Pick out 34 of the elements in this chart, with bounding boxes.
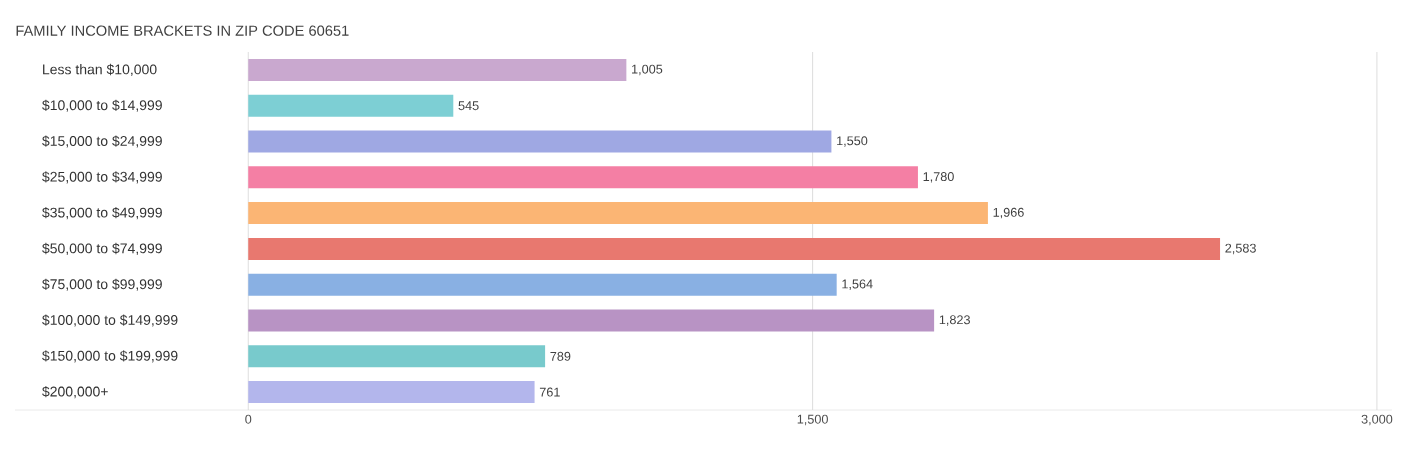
data-label: 1,966 — [993, 207, 1024, 219]
data-label: 2,583 — [1225, 243, 1256, 255]
data-label: 1,780 — [923, 172, 954, 183]
y-tick-label: Less than $10,000 — [43, 63, 157, 76]
bar — [248, 130, 832, 153]
bar — [248, 309, 935, 332]
bar — [248, 381, 535, 404]
x-tick-label: 1,500 — [797, 414, 828, 426]
bar — [248, 345, 546, 368]
data-label: 545 — [458, 101, 479, 111]
y-tick-label: $50,000 to $74,999 — [42, 242, 162, 255]
x-tick-label: 0 — [245, 414, 252, 424]
y-tick-label: $100,000 to $149,999 — [42, 314, 178, 327]
data-label: 1,564 — [842, 279, 873, 290]
y-tick-label: $200,000+ — [42, 386, 108, 399]
bar — [248, 166, 918, 189]
y-tick-label: $15,000 to $24,999 — [42, 135, 162, 148]
bar — [248, 58, 627, 81]
y-tick-label: $75,000 to $99,999 — [42, 278, 162, 291]
chart-title: FAMILY INCOME BRACKETS IN ZIP CODE 60651 — [16, 25, 349, 36]
y-tick-label: $25,000 to $34,999 — [42, 171, 162, 184]
data-label: 789 — [550, 351, 571, 361]
bar — [248, 273, 837, 296]
data-label: 1,005 — [632, 64, 663, 76]
bar — [248, 202, 988, 225]
data-label: 761 — [539, 387, 560, 397]
data-label: 1,550 — [837, 136, 868, 147]
bar — [248, 94, 454, 117]
y-tick-label: $10,000 to $14,999 — [42, 99, 162, 112]
y-tick-label: $35,000 to $49,999 — [42, 207, 162, 220]
data-label: 1,823 — [939, 315, 970, 326]
x-tick-label: 3,000 — [1361, 414, 1393, 426]
bar — [248, 237, 1221, 260]
y-tick-label: $150,000 to $199,999 — [42, 350, 178, 363]
